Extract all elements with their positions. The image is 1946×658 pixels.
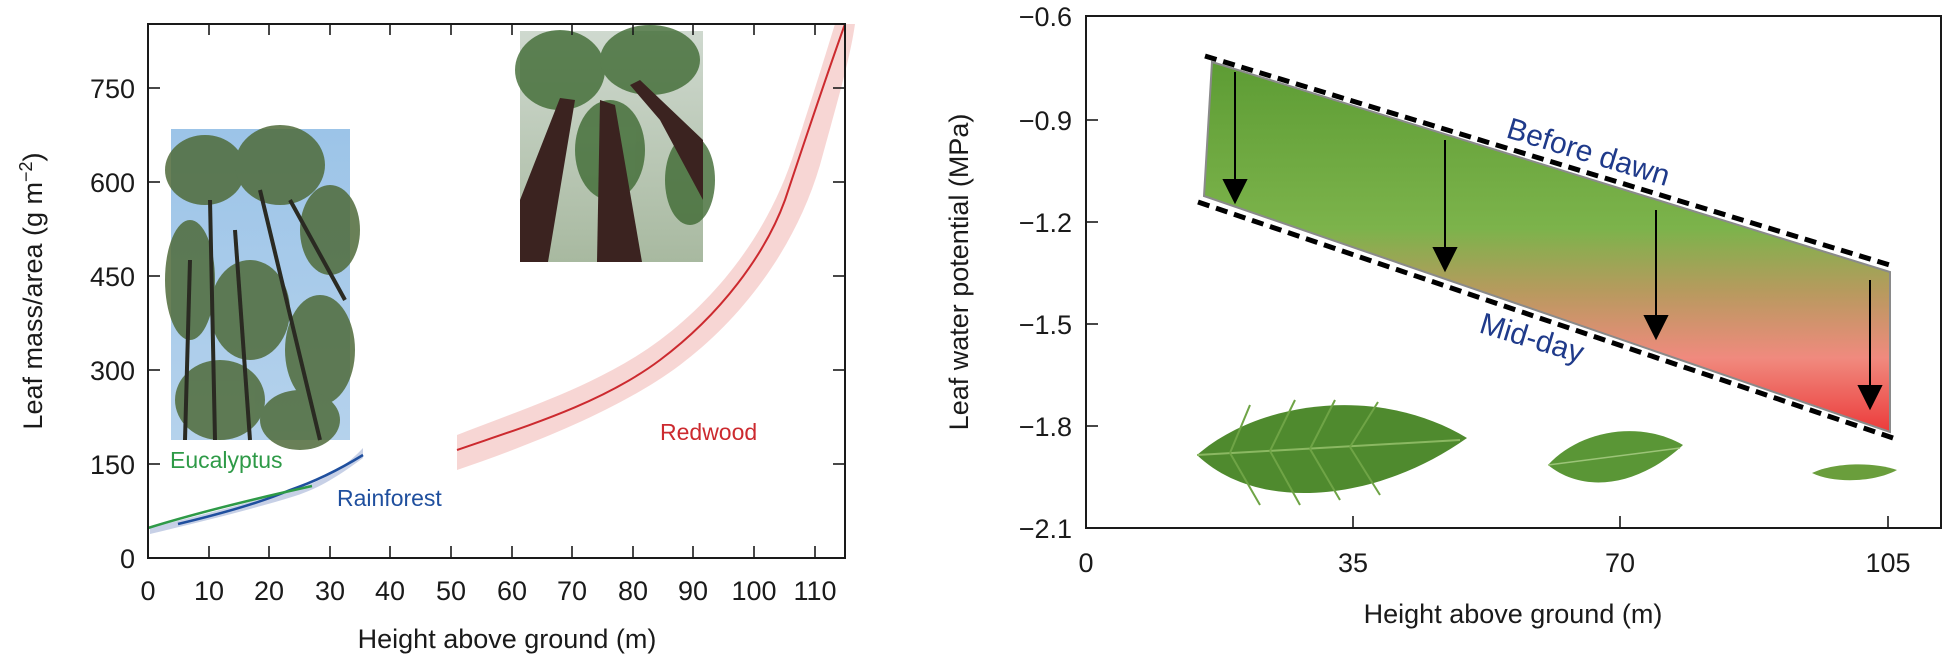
y-tick-label: −1.5 bbox=[1019, 310, 1072, 340]
right-y-axis-title: Leaf water potential (MPa) bbox=[944, 114, 974, 431]
x-tick-label: 0 bbox=[1078, 548, 1093, 578]
redwood-photo bbox=[515, 25, 715, 262]
arrow-down-icon bbox=[1222, 72, 1248, 205]
large-leaf bbox=[1196, 399, 1467, 506]
y-tick-label: −0.9 bbox=[1019, 106, 1072, 136]
left-plot-frame bbox=[147, 23, 846, 559]
left-x-axis-title: Height above ground (m) bbox=[358, 624, 657, 654]
water-potential-band bbox=[1202, 60, 1891, 434]
eucalyptus-photo bbox=[165, 125, 360, 450]
redwood-label: Redwood bbox=[660, 419, 757, 445]
right-x-axis-title: Height above ground (m) bbox=[1364, 599, 1663, 629]
small-leaf bbox=[1812, 464, 1897, 481]
x-tick-label: 90 bbox=[678, 576, 708, 606]
right-x-ticks bbox=[1352, 516, 1889, 528]
x-tick-label: 0 bbox=[140, 576, 155, 606]
left-y-ticks bbox=[148, 87, 845, 559]
medium-leaf bbox=[1547, 431, 1683, 483]
x-tick-label: 110 bbox=[793, 576, 836, 606]
x-tick-label: 10 bbox=[194, 576, 224, 606]
y-tick-label: −1.8 bbox=[1019, 412, 1072, 442]
rainforest-band bbox=[150, 448, 363, 534]
y-tick-label: −2.1 bbox=[1019, 514, 1072, 544]
right-x-tick-labels: 0 35 70 105 bbox=[1078, 548, 1910, 578]
left-x-ticks bbox=[208, 24, 816, 558]
right-y-ticks bbox=[1086, 119, 1098, 427]
x-tick-label: 30 bbox=[315, 576, 345, 606]
x-tick-label: 70 bbox=[557, 576, 587, 606]
arrow-down-icon bbox=[1432, 140, 1458, 273]
x-tick-label: 105 bbox=[1865, 548, 1910, 578]
arrow-down-icon bbox=[1857, 280, 1883, 411]
right-chart: −0.6 −0.9 −1.2 −1.5 −1.8 −2.1 0 35 70 10… bbox=[944, 2, 1942, 629]
y-tick-label: 750 bbox=[90, 74, 135, 104]
rainforest-label: Rainforest bbox=[337, 485, 442, 511]
x-tick-label: 80 bbox=[618, 576, 648, 606]
y-tick-label: 0 bbox=[120, 544, 135, 574]
right-plot-frame bbox=[1085, 15, 1942, 529]
y-tick-label: −1.2 bbox=[1019, 208, 1072, 238]
redwood-band bbox=[457, 24, 855, 470]
left-chart: 0 150 300 450 600 750 0 10 20 30 40 50 6… bbox=[16, 23, 855, 654]
x-tick-label: 100 bbox=[731, 576, 776, 606]
x-tick-label: 20 bbox=[254, 576, 284, 606]
x-tick-label: 35 bbox=[1338, 548, 1368, 578]
arrow-down-icon bbox=[1643, 210, 1669, 341]
redwood-line bbox=[456, 23, 846, 451]
left-y-tick-labels: 0 150 300 450 600 750 bbox=[90, 74, 135, 574]
eucalyptus-line bbox=[147, 484, 313, 530]
y-tick-label: 150 bbox=[90, 450, 135, 480]
x-tick-label: 70 bbox=[1605, 548, 1635, 578]
left-x-tick-labels: 0 10 20 30 40 50 60 70 80 90 100 110 bbox=[140, 576, 836, 606]
left-y-axis-title: Leaf mass/area (g m−2) bbox=[16, 152, 48, 429]
before-dawn-line bbox=[1204, 53, 1894, 269]
y-tick-label: 300 bbox=[90, 356, 135, 386]
x-tick-label: 50 bbox=[436, 576, 466, 606]
y-tick-label: 600 bbox=[90, 168, 135, 198]
y-tick-label: −0.6 bbox=[1019, 2, 1072, 32]
midday-line bbox=[1197, 199, 1894, 441]
x-tick-label: 60 bbox=[497, 576, 527, 606]
arrows bbox=[1222, 72, 1883, 411]
y-tick-label: 450 bbox=[90, 262, 135, 292]
x-tick-label: 40 bbox=[375, 576, 405, 606]
right-y-tick-labels: −0.6 −0.9 −1.2 −1.5 −1.8 −2.1 bbox=[1019, 2, 1072, 544]
eucalyptus-label: Eucalyptus bbox=[170, 447, 283, 473]
